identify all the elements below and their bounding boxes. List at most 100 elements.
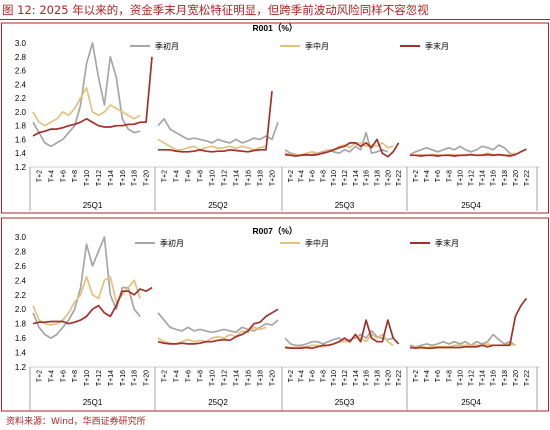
y-tick-label: 2.6 xyxy=(15,262,27,271)
x-tick-label: T+8 xyxy=(320,170,327,182)
legend-label: 季中月 xyxy=(305,238,329,248)
y-tick-label: 1.6 xyxy=(15,334,27,343)
series-line-25Q1-mid xyxy=(32,86,141,127)
x-tick-label: T+8 xyxy=(320,370,327,382)
chart-panel-1: R001（%） 季初月 季中月 季末月 3.0 2.8 2.6 2.4 2.2 2.0 1.8 1.6… xyxy=(1,22,549,214)
x-tick-label: T+18 xyxy=(374,370,381,386)
x-tick-label: T+6 xyxy=(186,370,193,382)
x-tick-label: T+14 xyxy=(353,370,360,386)
x-tick-label: T+4 xyxy=(174,370,181,382)
x-tick-label: T+16 xyxy=(364,370,371,386)
series-line-25Q3-early xyxy=(284,131,389,157)
series-line-25Q3-end xyxy=(284,319,400,350)
x-tick-label: T+12 xyxy=(222,170,229,186)
x-tick-label: T+6 xyxy=(60,170,67,182)
chart-panel-2: R007（%） 季初月 季中月 季末月 3.0 2.8 2.6 2.4 2.2 2.0 1.8 1.6… xyxy=(1,217,549,412)
x-tick-label: T+20 xyxy=(144,370,151,386)
series-line-25Q2-early xyxy=(157,117,279,144)
panel-frame xyxy=(1,22,549,214)
x-tick-label: T+22 xyxy=(396,170,403,186)
figure-title: 图 12: 2025 年以来的，资金季末月宽松特征明显，但跨季前波动风险同样不容… xyxy=(2,3,429,17)
quarter-label: 25Q2 xyxy=(208,201,228,210)
x-tick-label: T+14 xyxy=(234,370,241,386)
quarter-label: 25Q3 xyxy=(335,201,355,210)
y-tick-label: 3.0 xyxy=(15,39,27,48)
chart-title: R007（%） xyxy=(253,226,298,236)
x-tick-label: T+10 xyxy=(84,370,91,386)
legend-label: 季末月 xyxy=(435,238,459,248)
x-tick-label: T+16 xyxy=(246,170,253,186)
y-tick-label: 1.8 xyxy=(15,122,27,131)
x-tick-label: T+4 xyxy=(299,370,306,382)
series-line-25Q2-mid xyxy=(157,138,267,151)
x-tick-label: T+18 xyxy=(258,370,265,386)
x-tick-label: T+12 xyxy=(342,370,349,386)
x-tick-label: T+2 xyxy=(288,170,295,182)
quarter-label: 25Q3 xyxy=(335,398,355,407)
series-line-25Q4-end xyxy=(409,297,528,350)
x-tick-label: T+8 xyxy=(198,170,205,182)
quarter-label: 25Q2 xyxy=(208,398,228,407)
x-tick-label: T+14 xyxy=(108,170,115,186)
title-rule xyxy=(0,19,550,20)
quarter-label: 25Q1 xyxy=(83,201,103,210)
x-tick-label: T+18 xyxy=(374,170,381,186)
panel-frame xyxy=(1,217,549,412)
series-line-25Q1-mid xyxy=(32,275,141,326)
source-note: 资料来源：Wind，华西证券研究所 xyxy=(6,417,146,427)
x-tick-label: T+6 xyxy=(435,170,442,182)
x-tick-label: T+18 xyxy=(502,370,509,386)
x-tick-label: T+22 xyxy=(524,370,531,386)
x-tick-label: T+4 xyxy=(174,170,181,182)
x-tick-label: T+20 xyxy=(385,170,392,186)
series-line-25Q3-early xyxy=(284,330,394,347)
x-tick-label: T+12 xyxy=(96,370,103,386)
x-tick-label: T+4 xyxy=(424,170,431,182)
x-tick-label: T+10 xyxy=(331,170,338,186)
quarter-label: 25Q4 xyxy=(461,398,481,407)
x-tick-label: T+12 xyxy=(96,170,103,186)
quarter-label: 25Q1 xyxy=(83,398,103,407)
x-tick-label: T+16 xyxy=(120,170,127,186)
x-tick-label: T+8 xyxy=(72,370,79,382)
x-tick-label: T+16 xyxy=(120,370,127,386)
x-tick-label: T+2 xyxy=(162,370,169,382)
x-tick-label: T+16 xyxy=(246,370,253,386)
y-tick-label: 1.8 xyxy=(15,320,27,329)
x-tick-label: T+20 xyxy=(270,170,277,186)
y-tick-label: 2.2 xyxy=(15,291,27,300)
series-line-25Q4-early xyxy=(409,333,516,348)
y-tick-label: 2.2 xyxy=(15,94,27,103)
series-line-25Q4-early xyxy=(409,144,516,156)
x-tick-label: T+4 xyxy=(48,370,55,382)
x-tick-label: T+20 xyxy=(513,370,520,386)
x-tick-label: T+20 xyxy=(270,370,277,386)
x-tick-label: T+6 xyxy=(60,370,67,382)
x-tick-label: T+10 xyxy=(457,170,464,186)
y-tick-label: 2.8 xyxy=(15,247,27,256)
x-tick-label: T+6 xyxy=(186,170,193,182)
x-tick-label: T+20 xyxy=(385,370,392,386)
x-tick-label: T+22 xyxy=(396,370,403,386)
x-tick-label: T+16 xyxy=(491,170,498,186)
x-tick-label: T+18 xyxy=(258,170,265,186)
quarter-label: 25Q4 xyxy=(461,201,481,210)
legend-label: 季末月 xyxy=(425,41,449,51)
x-tick-label: T+12 xyxy=(222,370,229,386)
x-tick-label: T+8 xyxy=(72,170,79,182)
x-tick-label: T+20 xyxy=(144,170,151,186)
y-tick-label: 2.6 xyxy=(15,67,27,76)
x-tick-label: T+16 xyxy=(364,170,371,186)
series-line-25Q1-end xyxy=(32,286,153,325)
series-line-25Q4-end xyxy=(410,148,527,157)
series-line-25Q3-mid xyxy=(284,142,394,157)
x-tick-label: T+14 xyxy=(480,170,487,186)
y-tick-label: 2.0 xyxy=(15,108,27,117)
series-line-25Q1-early xyxy=(32,42,141,148)
x-tick-label: T+8 xyxy=(446,370,453,382)
x-tick-label: T+22 xyxy=(524,170,531,186)
y-tick-label: 2.4 xyxy=(15,276,27,285)
y-tick-label: 2.4 xyxy=(15,80,27,89)
x-tick-label: T+18 xyxy=(502,170,509,186)
x-tick-label: T+4 xyxy=(424,370,431,382)
